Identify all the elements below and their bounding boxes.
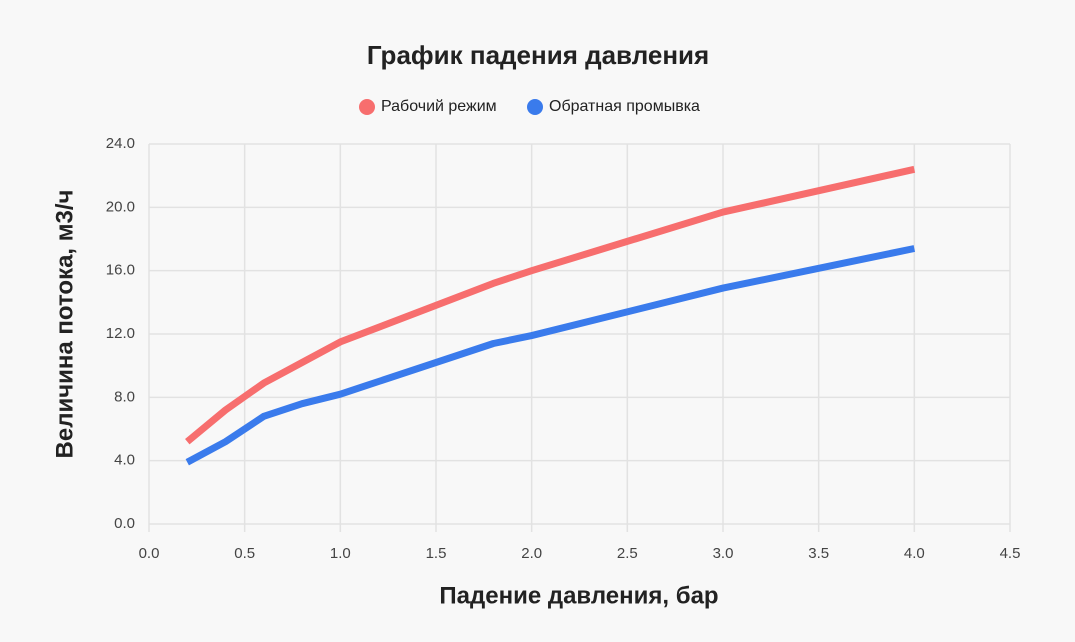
- x-tick-label: 4.0: [904, 545, 925, 562]
- x-tick-label: 1.5: [426, 545, 447, 562]
- series-line: [185, 165, 916, 445]
- x-tick-label: 2.5: [617, 545, 638, 562]
- legend-label: Обратная промывка: [549, 98, 700, 115]
- y-tick-label: 8.0: [114, 388, 135, 405]
- chart-title: График падения давления: [367, 40, 709, 70]
- y-tick-label: 0.0: [114, 515, 135, 532]
- y-tick-label: 20.0: [106, 198, 135, 215]
- x-tick-label: 3.0: [713, 545, 734, 562]
- x-tick-label: 0.0: [139, 545, 160, 562]
- legend-label: Рабочий режим: [381, 98, 497, 115]
- x-tick-label: 3.5: [808, 545, 829, 562]
- y-tick-label: 4.0: [114, 452, 135, 469]
- series-line: [185, 245, 916, 466]
- x-tick-label: 0.5: [234, 545, 255, 562]
- y-tick-label: 12.0: [106, 325, 135, 342]
- x-tick-label: 2.0: [521, 545, 542, 562]
- x-axis-label: Падение давления, бар: [439, 582, 718, 609]
- y-axis-label: Величина потока, м3/ч: [51, 190, 78, 459]
- legend-marker: [527, 99, 543, 115]
- x-tick-label: 4.5: [1000, 545, 1021, 562]
- y-tick-label: 24.0: [106, 135, 135, 152]
- x-tick-label: 1.0: [330, 545, 351, 562]
- y-tick-label: 16.0: [106, 262, 135, 279]
- legend-marker: [359, 99, 375, 115]
